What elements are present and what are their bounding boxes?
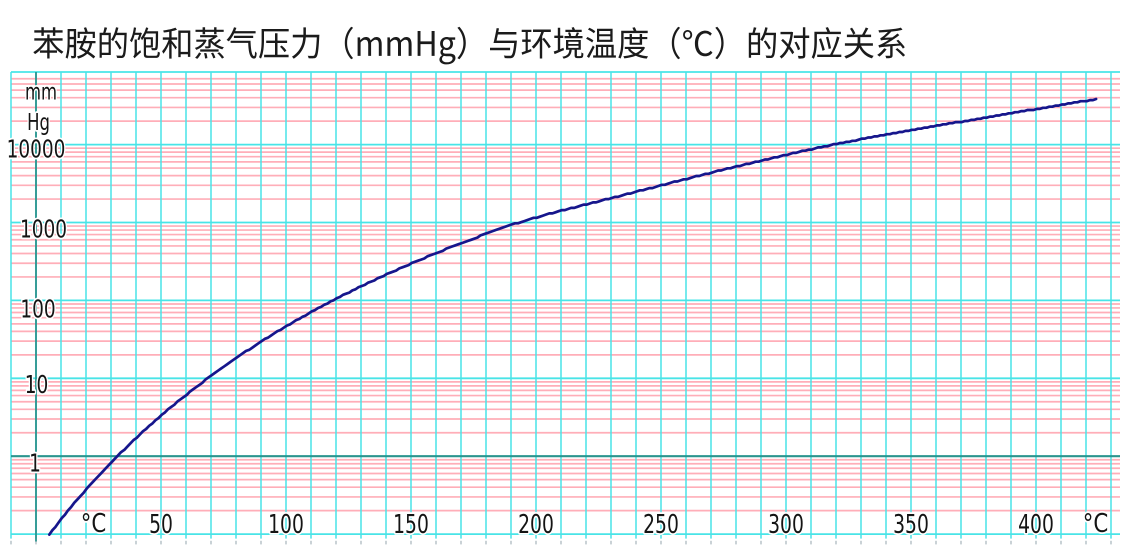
y-tick-label-1000: 1000 xyxy=(20,216,67,244)
vapor-pressure-curve xyxy=(47,97,1098,536)
axis-lines xyxy=(11,72,1120,542)
major-gridlines xyxy=(10,71,1120,545)
x-tick-label-300: 300 xyxy=(768,510,804,540)
x-axis-unit-right: °C xyxy=(1083,508,1109,539)
x-tick-label-350: 350 xyxy=(893,510,929,540)
x-tick-label-100: 100 xyxy=(268,510,304,540)
y-axis-unit-mm: mm xyxy=(25,77,57,105)
y-tick-label-1: 1 xyxy=(29,450,41,478)
x-tick-label-50: 50 xyxy=(149,510,173,540)
x-axis-unit-left: °C xyxy=(81,508,107,539)
log-minor-gridlines xyxy=(11,77,1120,512)
x-tick-label-400: 400 xyxy=(1018,510,1054,540)
y-tick-label-100: 100 xyxy=(20,296,55,324)
x-tick-label-250: 250 xyxy=(643,510,679,540)
pressure-curve xyxy=(47,97,1098,536)
y-tick-label-10000: 10000 xyxy=(7,136,66,164)
x-tick-label-200: 200 xyxy=(518,510,554,540)
x-tick-label-150: 150 xyxy=(393,510,429,540)
y-tick-label-10: 10 xyxy=(25,371,49,399)
x-axis-labels: 50 100 150 200 250 300 350 400 °C °C xyxy=(79,506,1110,541)
chart-title-glyphs xyxy=(33,26,906,65)
y-axis-unit-hg: Hg xyxy=(27,108,50,136)
